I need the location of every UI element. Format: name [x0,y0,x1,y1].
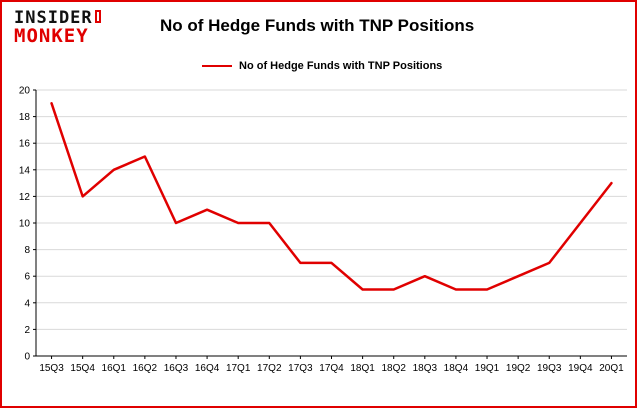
logo-red-mark-icon [94,10,101,23]
x-tick-label: 17Q1 [226,363,251,374]
x-tick-label: 15Q3 [39,363,64,374]
y-tick-label: 18 [19,112,31,123]
x-tick-label: 17Q4 [319,363,344,374]
x-tick-label: 15Q4 [70,363,95,374]
x-tick-label: 19Q3 [537,363,562,374]
legend-label: No of Hedge Funds with TNP Positions [239,60,443,72]
x-tick-label: 16Q4 [195,363,220,374]
logo-text-monkey: MONKEY [14,27,101,46]
insider-monkey-logo: INSIDER MONKEY [14,10,101,46]
logo-line1-text: INSIDER [14,8,93,28]
y-tick-label: 12 [19,192,31,203]
y-tick-label: 0 [24,352,30,363]
page-title: No of Hedge Funds with TNP Positions [160,16,475,35]
y-tick-label: 10 [19,219,31,230]
x-tick-label: 19Q2 [506,363,531,374]
x-tick-label: 17Q3 [288,363,313,374]
line-chart: 0 2 4 6 8 10 12 14 16 18 20 15Q3 15Q4 16Q1 16Q2 16Q3 16Q… [19,86,627,374]
x-tick-label: 17Q2 [257,363,282,374]
x-tick-label: 18Q1 [350,363,375,374]
data-series-line [50,102,613,291]
y-tick-label: 16 [19,139,31,150]
y-tick-label: 14 [19,165,31,176]
x-tick-label: 20Q1 [599,363,624,374]
x-tick-label: 18Q4 [444,363,469,374]
y-tick-label: 6 [24,272,30,283]
legend-line-sample-icon [202,65,232,67]
logo-text-insider: INSIDER [14,10,101,27]
x-tick-label: 19Q4 [568,363,593,374]
x-tick-label: 16Q1 [102,363,127,374]
x-tick-label: 16Q3 [164,363,189,374]
y-tick-label: 20 [19,86,31,97]
x-tick-label: 19Q1 [475,363,500,374]
x-tick-label: 18Q3 [413,363,438,374]
logo-line2-text: MONKEY [14,25,89,47]
y-tick-label: 4 [24,298,30,309]
x-tick-label: 16Q2 [133,363,158,374]
y-tick-label: 2 [24,325,30,336]
x-tick-label: 18Q2 [381,363,406,374]
y-tick-label: 8 [24,245,30,256]
legend: No of Hedge Funds with TNP Positions [202,60,442,72]
